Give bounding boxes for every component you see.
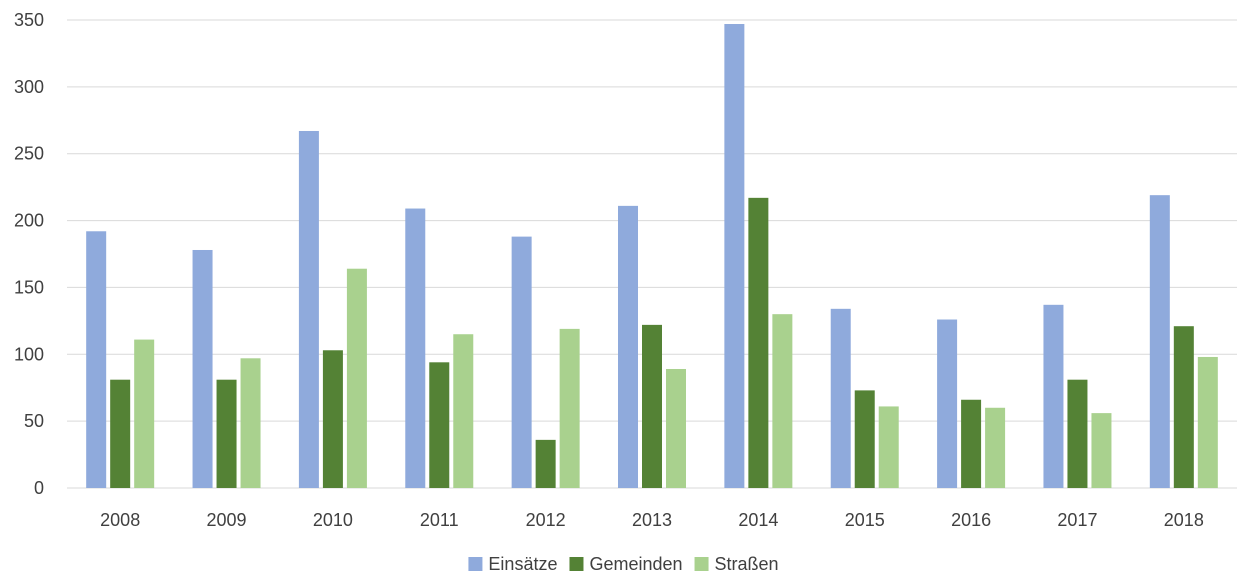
x-tick-label: 2016 (951, 510, 991, 530)
bar-straßen-2008 (134, 339, 155, 488)
x-axis-ticks: 2008 2009 2010 2011 2012 2013 2014 2015 2016 2017… (100, 510, 1204, 530)
bar-gemeinden-2012 (535, 439, 556, 488)
bars (86, 24, 1218, 489)
y-tick-label: 300 (14, 77, 44, 97)
x-tick-label: 2015 (845, 510, 885, 530)
x-tick-label: 2014 (738, 510, 778, 530)
bar-einsätze-2013 (618, 205, 638, 488)
bar-gemeinden-2011 (429, 362, 450, 488)
x-tick-label: 2010 (313, 510, 353, 530)
bar-straßen-2013 (666, 368, 686, 488)
legend: Einsätze Gemeinden Straßen (468, 554, 779, 574)
bar-gemeinden-2018 (1173, 326, 1194, 488)
x-tick-label: 2008 (100, 510, 140, 530)
y-tick-label: 0 (34, 478, 44, 498)
bar-straßen-2018 (1197, 356, 1218, 488)
bar-einsätze-2018 (1149, 195, 1170, 488)
legend-label-straßen: Straßen (715, 554, 779, 574)
bar-einsätze-2010 (298, 130, 319, 489)
x-tick-label: 2012 (526, 510, 566, 530)
x-tick-label: 2013 (632, 510, 672, 530)
legend-swatch-gemeinden (569, 557, 584, 571)
bar-einsätze-2008 (86, 231, 107, 489)
bar-gemeinden-2013 (642, 324, 662, 488)
legend-swatch-straßen (694, 557, 709, 571)
x-tick-label: 2011 (420, 510, 459, 530)
bar-gemeinden-2014 (748, 197, 769, 488)
x-tick-label: 2018 (1164, 510, 1204, 530)
bar-einsätze-2012 (511, 236, 532, 488)
bar-einsätze-2017 (1043, 304, 1064, 488)
bar-gemeinden-2009 (216, 379, 237, 488)
bar-gemeinden-2010 (322, 350, 343, 488)
y-tick-label: 200 (14, 211, 44, 231)
legend-label-gemeinden: Gemeinden (589, 554, 682, 574)
bar-einsätze-2011 (405, 208, 426, 488)
bar-gemeinden-2017 (1067, 379, 1088, 488)
bar-einsätze-2016 (937, 319, 958, 488)
x-tick-label: 2009 (207, 510, 247, 530)
bar-straßen-2010 (346, 268, 367, 488)
bar-gemeinden-2008 (110, 379, 131, 488)
bar-straßen-2015 (878, 406, 899, 488)
bar-einsätze-2015 (830, 308, 851, 488)
y-tick-label: 50 (24, 411, 44, 431)
bar-einsätze-2009 (192, 249, 213, 488)
bar-straßen-2016 (985, 407, 1006, 488)
x-tick-label: 2017 (1057, 510, 1097, 530)
y-tick-label: 350 (14, 10, 44, 30)
bar-straßen-2017 (1091, 413, 1112, 488)
y-tick-label: 150 (14, 277, 44, 297)
y-tick-label: 100 (14, 344, 44, 364)
bar-straßen-2012 (559, 328, 580, 488)
bar-gemeinden-2016 (961, 399, 982, 488)
y-tick-label: 250 (14, 144, 44, 164)
legend-label-einsätze: Einsätze (488, 554, 557, 574)
bar-straßen-2011 (453, 334, 474, 488)
bar-straßen-2009 (240, 358, 261, 488)
bar-einsätze-2014 (724, 24, 745, 489)
bar-gemeinden-2015 (854, 390, 875, 488)
legend-swatch-einsätze (468, 557, 483, 571)
y-axis-ticks: 0 50 100 150 200 250 300 350 (14, 10, 44, 498)
bar-straßen-2014 (772, 314, 793, 488)
